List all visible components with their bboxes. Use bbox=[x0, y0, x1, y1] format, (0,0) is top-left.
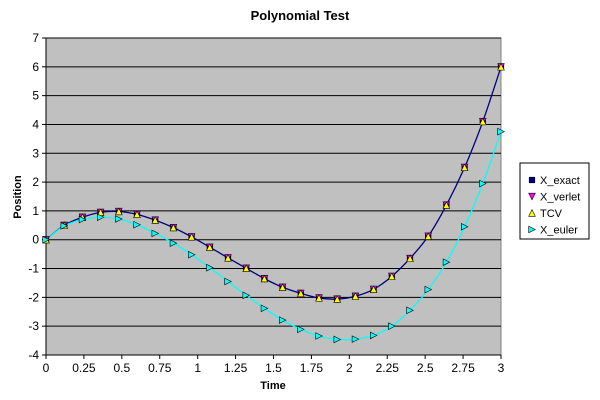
data-point-x-euler bbox=[151, 229, 160, 238]
data-point-tcv bbox=[424, 232, 432, 240]
y-tick-label: -3 bbox=[28, 319, 39, 333]
legend-box bbox=[519, 162, 590, 240]
chart-title: Polynomial Test bbox=[251, 8, 350, 23]
legend-label-tcv: TCV bbox=[540, 208, 563, 220]
legend: X_exact X_verlet TCV X_euler bbox=[519, 162, 590, 240]
data-point-tcv bbox=[242, 264, 250, 272]
legend-marker-tcv bbox=[528, 209, 536, 217]
x-tick-label: 0.5 bbox=[113, 361, 130, 375]
data-point-x-euler bbox=[133, 220, 141, 229]
x-tick-label: 0.25 bbox=[72, 361, 96, 375]
x-tick-label: 2.75 bbox=[451, 361, 475, 375]
x-tick-label: 2 bbox=[346, 361, 353, 375]
data-point-x-euler bbox=[169, 239, 178, 247]
data-point-tcv bbox=[497, 62, 505, 71]
y-tick-labels: -4 -3 -2 -1 0 1 2 3 4 5 6 7 bbox=[28, 31, 39, 362]
legend-marker-x-verlet bbox=[528, 192, 536, 201]
data-point-x-euler bbox=[242, 291, 251, 300]
data-point-x-euler bbox=[224, 277, 232, 286]
data-point-x-euler bbox=[424, 285, 433, 294]
axes bbox=[42, 37, 502, 359]
data-point-x-euler bbox=[388, 322, 396, 330]
x-tick-label: 0 bbox=[43, 361, 50, 375]
data-point-x-euler bbox=[42, 235, 50, 244]
data-point-x-euler bbox=[333, 335, 342, 344]
data-point-tcv bbox=[406, 254, 414, 263]
y-tick-label: 6 bbox=[32, 60, 39, 74]
plot-area bbox=[45, 37, 502, 356]
series-markers bbox=[42, 62, 505, 344]
data-point-x-euler bbox=[442, 258, 451, 266]
data-point-tcv bbox=[351, 292, 360, 300]
y-axis-title: Position bbox=[12, 175, 24, 219]
y-tick-label: 0 bbox=[32, 233, 39, 247]
data-point-x-euler bbox=[479, 179, 487, 188]
x-tick-labels: 0 0.25 0.5 0.75 1 1.25 1.5 1.75 2 2.25 2.5 2.75 3 bbox=[43, 361, 505, 375]
data-point-x-euler bbox=[260, 304, 269, 313]
data-point-tcv bbox=[115, 207, 123, 216]
data-point-tcv bbox=[479, 117, 487, 126]
y-tick-label: 5 bbox=[32, 89, 39, 103]
data-point-tcv bbox=[333, 295, 341, 303]
y-tick-label: -1 bbox=[28, 262, 39, 276]
y-tick-label: -2 bbox=[28, 290, 39, 304]
data-point-tcv bbox=[297, 289, 305, 297]
data-point-tcv bbox=[278, 283, 287, 291]
x-tick-label: 1 bbox=[194, 361, 201, 375]
data-point-tcv bbox=[187, 232, 196, 241]
data-point-tcv bbox=[369, 285, 378, 293]
x-tick-label: 2.25 bbox=[376, 361, 400, 375]
legend-marker-x-euler bbox=[528, 225, 536, 234]
data-point-x-euler bbox=[278, 316, 287, 324]
data-point-x-euler bbox=[115, 215, 123, 223]
legend-label-x-exact: X_exact bbox=[540, 175, 580, 187]
data-point-x-euler bbox=[60, 222, 69, 230]
data-point-x-euler bbox=[297, 325, 305, 334]
data-point-tcv bbox=[315, 293, 323, 302]
data-point-tcv bbox=[442, 201, 451, 209]
y-tick-label: 3 bbox=[32, 146, 39, 160]
y-tick-label: -4 bbox=[28, 348, 39, 362]
data-point-tcv bbox=[388, 272, 396, 280]
x-tick-label: 1.5 bbox=[265, 361, 282, 375]
x-tick-label: 1.75 bbox=[300, 361, 324, 375]
data-point-x-euler bbox=[315, 332, 323, 340]
data-point-x-euler bbox=[78, 215, 87, 224]
y-tick-label: 2 bbox=[32, 175, 39, 189]
data-point-tcv bbox=[133, 210, 141, 218]
gridlines bbox=[46, 37, 501, 327]
data-point-x-euler bbox=[351, 335, 360, 343]
data-point-tcv bbox=[260, 274, 269, 283]
x-axis-title: Time bbox=[260, 380, 285, 392]
data-point-tcv bbox=[460, 163, 469, 171]
x-tick-label: 0.75 bbox=[148, 361, 172, 375]
data-point-x-euler bbox=[497, 127, 505, 136]
data-point-x-euler bbox=[460, 222, 469, 231]
y-tick-label: 7 bbox=[32, 31, 39, 45]
data-point-x-euler bbox=[369, 331, 378, 340]
x-tick-label: 3 bbox=[498, 361, 505, 375]
data-point-tcv bbox=[169, 223, 178, 232]
data-point-x-euler bbox=[206, 263, 214, 272]
data-point-tcv bbox=[206, 243, 214, 251]
data-point-x-euler bbox=[97, 213, 105, 222]
data-point-x-euler bbox=[406, 306, 414, 315]
legend-label-x-verlet: X_verlet bbox=[540, 192, 580, 204]
data-point-tcv bbox=[224, 253, 232, 262]
x-tick-label: 1.25 bbox=[224, 361, 248, 375]
data-point-x-euler bbox=[188, 250, 196, 259]
data-point-tcv bbox=[151, 216, 159, 224]
legend-marker-x-exact bbox=[528, 176, 536, 184]
series-points-x-euler bbox=[42, 127, 505, 344]
y-tick-label: 4 bbox=[32, 117, 39, 131]
x-tick-label: 2.5 bbox=[417, 361, 434, 375]
y-tick-label: 1 bbox=[32, 204, 39, 218]
legend-label-x-euler: X_euler bbox=[540, 225, 578, 237]
